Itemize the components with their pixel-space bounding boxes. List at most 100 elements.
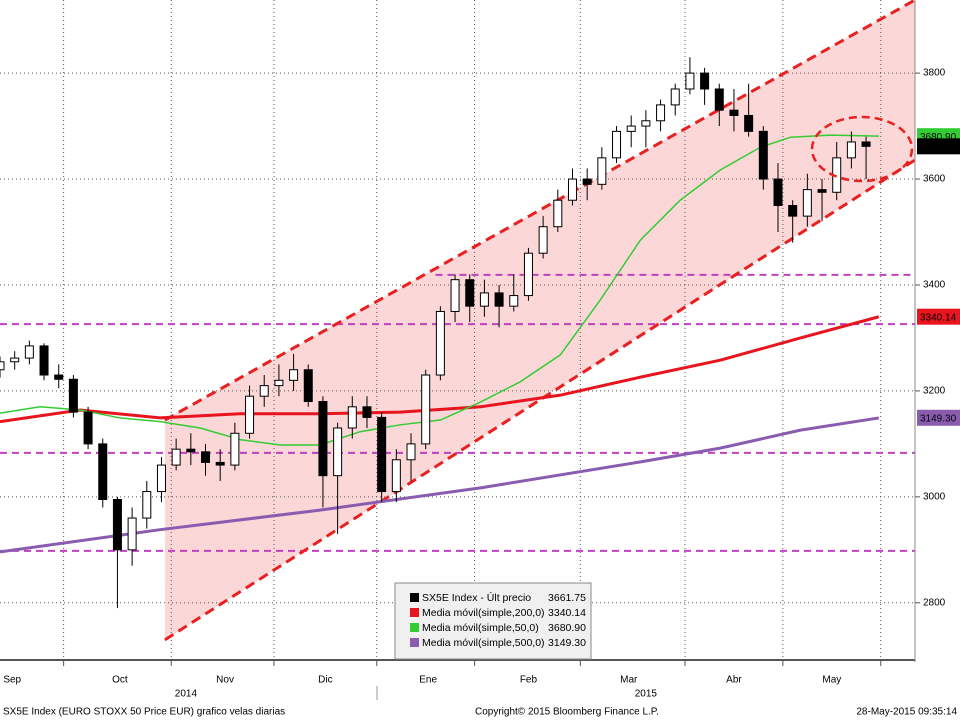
- candle-body: [421, 374, 431, 445]
- x-tick-label: May: [822, 675, 841, 686]
- candle-body: [861, 141, 871, 147]
- price-tag-label: 3149.30: [920, 413, 957, 424]
- candle-body: [846, 141, 856, 159]
- candle-body: [641, 120, 651, 127]
- candle-body: [83, 411, 93, 445]
- plot-area: [0, 0, 916, 660]
- candle-body: [68, 378, 78, 413]
- price-tag-label: 3661.75: [920, 142, 957, 153]
- x-tick-label: Abr: [726, 675, 742, 686]
- legend-label: Media móvil(simple,50,0): [422, 622, 539, 634]
- candle-body: [127, 517, 137, 551]
- candle-body: [435, 310, 445, 376]
- x-tick-label: Ene: [419, 675, 437, 686]
- candle-body: [171, 448, 181, 466]
- x-tick-label: Nov: [216, 675, 234, 686]
- candle-body: [744, 114, 754, 132]
- x-tick-label: Sep: [3, 675, 21, 686]
- moving-average: [0, 134, 879, 446]
- candle-body: [656, 104, 666, 122]
- x-tick-label: Feb: [520, 675, 538, 686]
- legend-label: Media móvil(simple,200,0): [422, 607, 545, 619]
- candle-body: [802, 189, 812, 217]
- y-tick-label: 3200: [923, 386, 946, 397]
- legend-value: 3340.14: [548, 607, 586, 619]
- candle-body: [788, 205, 798, 217]
- candle-body: [274, 379, 284, 387]
- price-tag: [917, 409, 960, 426]
- y-tick-label: 3600: [923, 174, 946, 185]
- legend-swatch: [410, 623, 419, 632]
- price-tag: [917, 138, 960, 155]
- channel-line: [164, 158, 916, 642]
- candle-body: [245, 395, 255, 434]
- candle-body: [479, 292, 489, 307]
- year-label: 2015: [635, 689, 658, 700]
- candle-body: [391, 459, 401, 493]
- candle-body: [612, 130, 622, 159]
- y-tick-label: 3800: [923, 68, 946, 79]
- x-tick-label: Dic: [318, 675, 332, 686]
- candle-body: [406, 443, 416, 461]
- candle-body: [318, 401, 328, 477]
- candle-body: [450, 279, 460, 312]
- channel-fill: [164, 0, 915, 640]
- candle-body: [714, 88, 724, 111]
- candle-body: [817, 189, 827, 193]
- footer-left: SX5E Index (EURO STOXX 50 Price EUR) gra…: [3, 707, 285, 718]
- candle-body: [494, 292, 504, 307]
- legend-label: Media móvil(simple,500,0): [422, 637, 545, 649]
- legend-label: SX5E Index - Últ precio: [422, 591, 531, 604]
- candle-body: [597, 157, 607, 185]
- candle-body: [230, 432, 240, 466]
- candle-body: [142, 491, 152, 519]
- candle-body: [10, 357, 20, 363]
- candle-body: [156, 464, 166, 493]
- candle-body: [333, 427, 343, 477]
- candle-body: [186, 448, 196, 453]
- footer-center: Copyright© 2015 Bloomberg Finance L.P.: [475, 707, 659, 718]
- highlight-ellipse: [810, 115, 914, 183]
- legend-box: [394, 582, 592, 660]
- candle-body: [626, 125, 636, 132]
- price-tag-label: 3340.14: [920, 312, 957, 323]
- legend-value: 3661.75: [548, 592, 586, 604]
- legend-swatch: [410, 638, 419, 647]
- legend-value: 3680.90: [548, 622, 586, 634]
- candle-body: [98, 443, 108, 501]
- candle-body: [729, 109, 739, 116]
- candle-body: [0, 361, 5, 371]
- moving-average: [0, 416, 880, 554]
- y-tick-label: 3400: [923, 280, 946, 291]
- candle-body: [259, 385, 269, 397]
- legend-value: 3149.30: [548, 637, 586, 649]
- candle-body: [553, 199, 563, 228]
- candle-body: [201, 451, 211, 463]
- candle-body: [289, 369, 299, 381]
- candle-body: [39, 345, 49, 376]
- y-tick-label: 3000: [923, 491, 946, 502]
- price-tag-label: 3680.90: [920, 132, 957, 143]
- candle-body: [362, 406, 372, 418]
- candle-body: [538, 226, 548, 254]
- footer-right: 28-May-2015 09:35:14: [856, 707, 957, 718]
- candle-body: [112, 499, 122, 551]
- candle-body: [773, 178, 783, 207]
- candle-body: [567, 178, 577, 201]
- candle-body: [582, 178, 592, 185]
- legend-swatch: [410, 593, 419, 602]
- candle-body: [303, 369, 313, 403]
- candle-body: [377, 416, 387, 493]
- candle-body: [54, 374, 64, 380]
- candle-body: [215, 461, 225, 466]
- candle-body: [509, 295, 519, 307]
- candle-body: [347, 406, 357, 429]
- candle-body: [700, 72, 710, 90]
- x-tick-label: Oct: [112, 675, 128, 686]
- year-label: 2014: [175, 689, 198, 700]
- candle-body: [523, 252, 533, 297]
- x-tick-label: Mar: [620, 675, 638, 686]
